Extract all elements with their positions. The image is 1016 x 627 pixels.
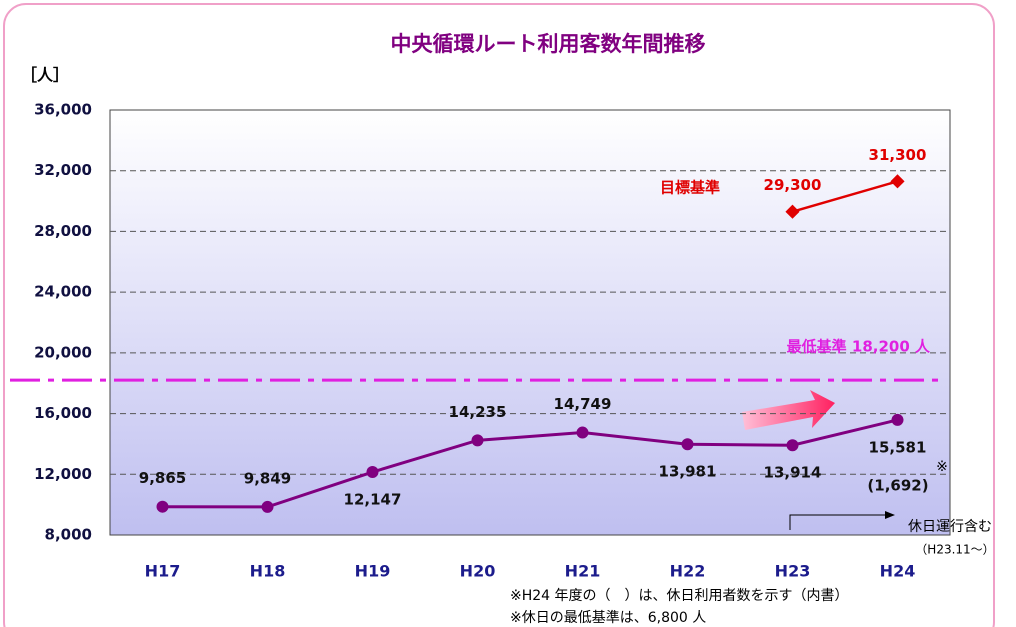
x-tick-label: H20 (460, 562, 496, 581)
holiday-since: （H23.11～） (915, 543, 994, 557)
value-label: 31,300 (869, 146, 927, 164)
value-label: 13,914 (764, 464, 822, 482)
value-label: 14,235 (449, 403, 507, 421)
point (681, 438, 694, 451)
x-tick-label: H22 (670, 562, 706, 581)
point (471, 434, 484, 447)
value-label: 9,849 (244, 469, 291, 487)
series-name: 目標基準 (660, 179, 720, 197)
y-tick-label: 16,000 (34, 404, 92, 422)
x-tick-label: H21 (565, 562, 601, 581)
footnote: ※休日の最低基準は、6,800 人 (510, 609, 706, 626)
point (156, 500, 169, 513)
value-label: 29,300 (764, 176, 822, 194)
y-tick-label: 12,000 (34, 465, 92, 483)
point (366, 466, 379, 479)
holiday-arrowhead (885, 511, 895, 519)
value-label: 12,147 (344, 491, 402, 509)
value-label: 15,581 (869, 438, 927, 456)
y-axis-label: ［人］ (21, 66, 69, 85)
point (891, 413, 904, 426)
value-label: 9,865 (139, 469, 186, 487)
x-tick-label: H23 (775, 562, 811, 581)
y-tick-label: 20,000 (34, 343, 92, 361)
y-tick-label: 24,000 (34, 283, 92, 301)
footnote: ※H24 年度の（ ）は、休日利用者数を示す（内書） (510, 588, 849, 604)
holiday-service: 休日運行含む (908, 519, 992, 535)
holiday-arrow (789, 514, 885, 530)
value-label: 14,749 (554, 395, 612, 413)
plot-area (109, 109, 951, 536)
series-line (162, 418, 898, 509)
holiday-value: (1,692) (867, 477, 928, 495)
x-tick-label: H19 (355, 562, 391, 581)
trend-arrow (742, 390, 835, 430)
point (890, 174, 905, 189)
x-tick-label: H18 (250, 562, 286, 581)
chart-title: 中央循環ルート利用客数年間推移 (391, 32, 706, 56)
reference-label: 最低基準 18,200 人 (787, 338, 931, 356)
frame (3, 3, 995, 627)
y-tick-label: 28,000 (34, 222, 92, 240)
value-label: 13,981 (659, 463, 717, 481)
asterisk: ※ (936, 459, 948, 475)
series-line (792, 180, 898, 213)
point (261, 500, 274, 513)
point (786, 439, 799, 452)
y-tick-label: 36,000 (34, 101, 92, 119)
point (576, 426, 589, 439)
y-tick-label: 8,000 (45, 526, 92, 544)
point (785, 204, 800, 219)
y-tick-label: 32,000 (34, 161, 92, 179)
x-tick-label: H24 (880, 562, 916, 581)
x-tick-label: H17 (145, 562, 181, 581)
